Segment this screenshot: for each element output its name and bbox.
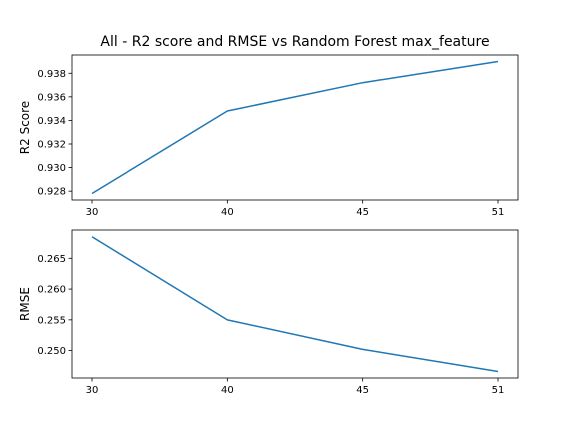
- series-line: [91, 60, 499, 195]
- y-tick-label: 0.260: [37, 285, 66, 296]
- x-tick-label: 30: [86, 207, 99, 218]
- x-tick-label: 45: [356, 385, 369, 396]
- x-tick-label: 45: [356, 207, 369, 218]
- y-tick-label: 0.932: [37, 140, 66, 151]
- x-tick-label: 40: [221, 207, 234, 218]
- x-tick-label: 30: [86, 385, 99, 396]
- x-tick-label: 51: [492, 385, 505, 396]
- axes-frame: [71, 54, 519, 201]
- y-axis-label: R2 Score: [18, 101, 32, 154]
- y-tick-label: 0.255: [37, 315, 66, 326]
- y-tick-label: 0.936: [37, 92, 66, 103]
- y-tick-label: 0.265: [37, 254, 66, 265]
- y-tick-label: 0.250: [37, 346, 66, 357]
- y-tick-label: 0.928: [37, 187, 66, 198]
- chart-title: All - R2 score and RMSE vs Random Forest…: [100, 34, 489, 50]
- x-tick-label: 40: [221, 385, 234, 396]
- y-axis-label: RMSE: [18, 287, 32, 321]
- x-tick-label: 51: [492, 207, 505, 218]
- axes-frame: [71, 229, 519, 379]
- y-tick-label: 0.938: [37, 69, 66, 80]
- y-tick-label: 0.934: [37, 116, 66, 127]
- series-line: [91, 236, 499, 373]
- subplot-1: 30 40 45 51 0.928 0.930 0.932 0.934 0.936 0.938 R2…: [18, 54, 519, 218]
- y-tick-label: 0.930: [37, 163, 66, 174]
- subplot-2: 30 40 45 51 0.250 0.255 0.260 0.265 RMSE: [18, 229, 519, 396]
